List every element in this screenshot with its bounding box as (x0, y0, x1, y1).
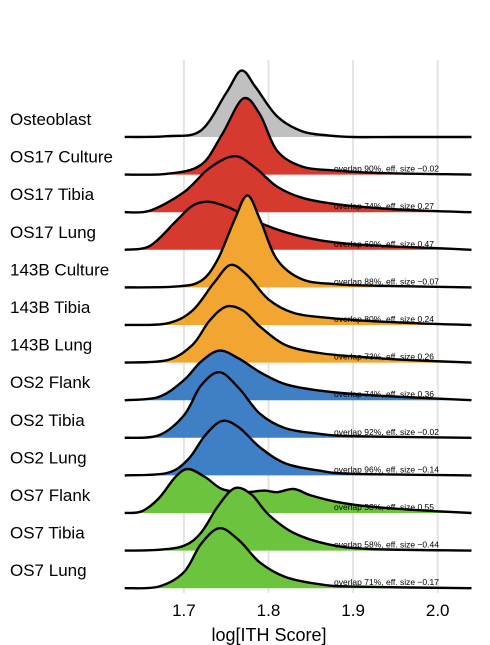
x-tick-label-3: 2.0 (426, 601, 450, 620)
row-label-1: OS17 Culture (10, 148, 113, 167)
row-annotation-1: overlap 90%, eff. size −0.02 (334, 164, 439, 174)
ridge-line-1 (124, 96, 472, 176)
row-label-9: OS2 Lung (10, 448, 87, 467)
ridge-line-5 (124, 263, 472, 327)
row-annotation-10: overlap 53%, eff. size 0.55 (334, 502, 434, 512)
ridge-line-0 (124, 69, 472, 139)
row-label-5: 143B Tibia (10, 298, 91, 317)
row-label-12: OS7 Lung (10, 561, 87, 580)
ridge-fill-0 (124, 70, 472, 138)
ridge-line-11 (124, 486, 472, 552)
ridge-fill-2 (124, 156, 472, 213)
ridges (124, 69, 472, 590)
x-tick-label-2: 1.9 (341, 601, 365, 620)
row-annotation-9: overlap 96%, eff. size −0.14 (334, 464, 439, 474)
row-label-10: OS7 Flank (10, 486, 91, 505)
row-label-7: OS2 Flank (10, 373, 91, 392)
ridge-fill-12 (124, 528, 472, 589)
row-annotation-12: overlap 71%, eff. size −0.17 (334, 577, 439, 587)
x-axis-label: log[ITH Score] (211, 625, 326, 645)
ridge-fill-3 (124, 201, 472, 250)
row-label-4: 143B Culture (10, 260, 109, 279)
ridge-line-9 (124, 419, 472, 477)
ridge-fill-9 (124, 420, 472, 476)
row-label-2: OS17 Tibia (10, 185, 95, 204)
ridge-line-10 (124, 467, 472, 515)
row-labels: Osteoblast OS17 Culture OS17 Tibia OS17 Lun… (10, 110, 113, 580)
ridge-line-4 (124, 194, 472, 289)
ridge-line-7 (124, 349, 472, 402)
row-annotation-11: overlap 58%, eff. size −0.44 (334, 540, 439, 550)
row-label-0: Osteoblast (10, 110, 92, 129)
x-tick-label-0: 1.7 (172, 601, 196, 620)
ridge-line-12 (124, 526, 472, 590)
row-annotation-6: overlap 73%, eff. size 0.26 (334, 352, 434, 362)
ridge-fill-8 (124, 372, 472, 438)
row-label-8: OS2 Tibia (10, 411, 85, 430)
row-annotation-3: overlap 60%, eff. size 0.47 (334, 239, 434, 249)
ridge-line-6 (124, 304, 472, 364)
row-label-3: OS17 Lung (10, 223, 96, 242)
row-annotation-7: overlap 74%, eff. size 0.36 (334, 389, 434, 399)
row-annotation-8: overlap 92%, eff. size −0.02 (334, 427, 439, 437)
row-annotation-5: overlap 80%, eff. size 0.24 (334, 314, 434, 324)
ridge-line-8 (124, 371, 472, 440)
ridge-fill-5 (124, 264, 472, 325)
row-label-6: 143B Lung (10, 336, 92, 355)
row-annotation-2: overlap 74%, eff. size 0.27 (334, 201, 434, 211)
row-annotation-4: overlap 88%, eff. size −0.07 (334, 276, 439, 286)
x-tick-label-1: 1.8 (257, 601, 281, 620)
annotations: overlap 90%, eff. size −0.02 overlap 74%,… (334, 164, 439, 588)
row-label-11: OS7 Tibia (10, 524, 85, 543)
x-tick-labels: 1.7 1.8 1.9 2.0 (172, 601, 449, 620)
ridge-line-2 (124, 155, 472, 214)
ridge-fill-1 (124, 97, 472, 175)
